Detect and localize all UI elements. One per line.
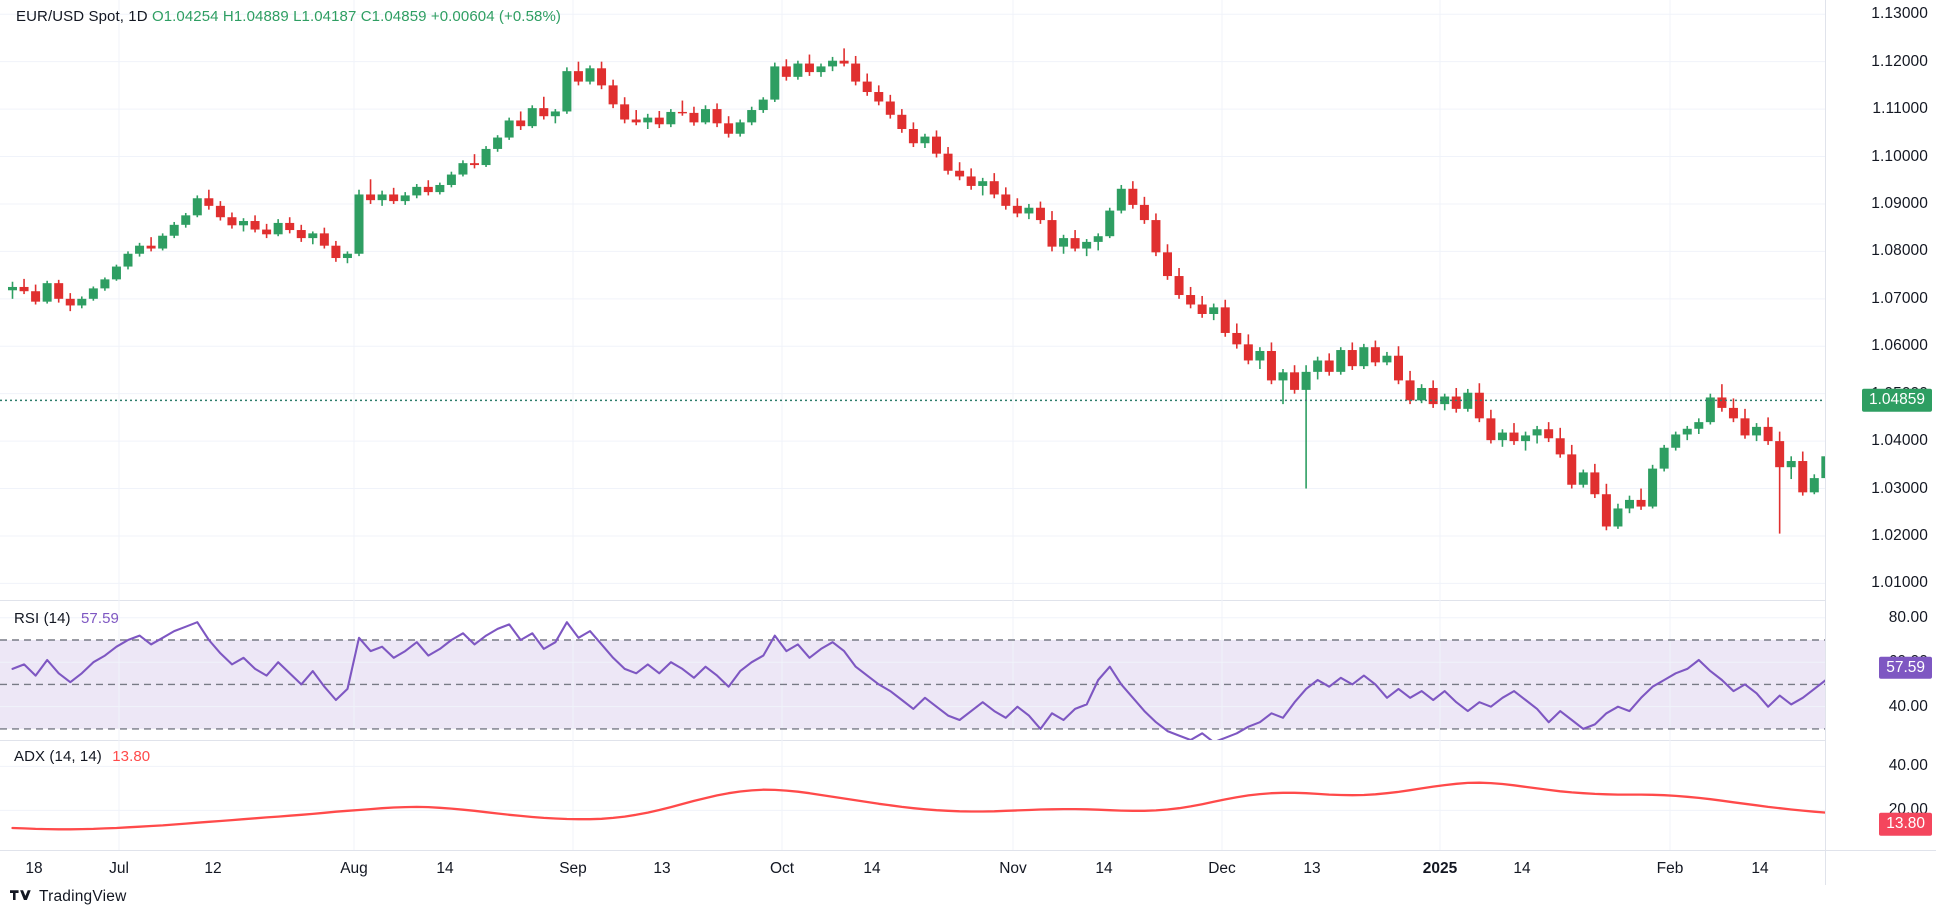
adx-plot-area[interactable]	[0, 740, 1826, 850]
price-axis-tick: 1.10000	[1871, 147, 1928, 165]
time-axis[interactable]: 18 Jul 12 Aug 14 Sep 13 Oct 14 Nov 14 Dec 13 2025 14 Fe…	[0, 850, 1936, 886]
price-pane[interactable]: 1.13000 1.12000 1.11000 1.10000 1.09000 1.080…	[0, 0, 1936, 600]
price-axis-tick: 1.07000	[1871, 289, 1928, 307]
tradingview-mark-icon	[10, 890, 31, 901]
time-axis-tick: 14	[1095, 860, 1113, 877]
time-axis-tick: 2025	[1422, 860, 1458, 877]
adx-axis-tick: 40.00	[1888, 757, 1928, 775]
price-axis-tick: 1.12000	[1871, 52, 1928, 70]
price-axis-tick: 1.06000	[1871, 337, 1928, 355]
rsi-plot-area[interactable]	[0, 600, 1826, 740]
time-axis-tick: 14	[1513, 860, 1531, 877]
price-axis-tick: 1.11000	[1872, 100, 1928, 118]
price-plot-area[interactable]	[0, 0, 1826, 600]
tradingview-logo[interactable]: TradingView	[10, 888, 127, 906]
price-axis-tick: 1.03000	[1871, 479, 1928, 497]
time-axis-tick: Jul	[109, 860, 129, 877]
time-axis-corner	[1825, 851, 1936, 886]
rsi-axis-tick: 40.00	[1888, 697, 1928, 715]
rsi-axis-tick: 80.00	[1888, 608, 1928, 626]
price-axis[interactable]: 1.13000 1.12000 1.11000 1.10000 1.09000 1.080…	[1825, 0, 1936, 600]
tradingview-wordmark: TradingView	[39, 888, 127, 905]
time-axis-tick: Sep	[559, 860, 587, 877]
adx-axis[interactable]: 40.00 20.00 13.80	[1825, 740, 1936, 850]
price-axis-tick: 1.08000	[1871, 242, 1928, 260]
time-axis-tick: Aug	[340, 860, 368, 877]
time-axis-tick: 14	[436, 860, 454, 877]
adx-pane[interactable]: 40.00 20.00 13.80 ADX (14, 14) 13.80	[0, 740, 1936, 850]
price-axis-tick: 1.02000	[1871, 526, 1928, 544]
rsi-series	[0, 600, 1826, 740]
candlestick-series	[0, 0, 1826, 600]
time-axis-tick: 12	[204, 860, 222, 877]
pane-divider-rsi	[0, 600, 1936, 601]
time-axis-tick: Oct	[769, 860, 795, 877]
time-axis-tick: Feb	[1656, 860, 1684, 877]
price-axis-tick: 1.09000	[1871, 194, 1928, 212]
adx-series	[0, 740, 1826, 850]
current-price-badge[interactable]: 1.04859	[1861, 389, 1932, 412]
time-axis-tick: 13	[653, 860, 671, 877]
price-axis-tick: 1.01000	[1871, 574, 1928, 592]
rsi-value-badge[interactable]: 57.59	[1879, 656, 1932, 679]
time-axis-tick: 13	[1303, 860, 1321, 877]
footer: TradingView	[0, 885, 1936, 910]
price-axis-tick: 1.13000	[1871, 5, 1928, 23]
time-axis-tick: 18	[25, 860, 43, 877]
price-axis-tick: 1.04000	[1871, 432, 1928, 450]
pane-divider-adx	[0, 740, 1936, 741]
time-axis-tick: 14	[1751, 860, 1769, 877]
time-axis-tick: 14	[863, 860, 881, 877]
time-axis-tick: Nov	[999, 860, 1027, 877]
time-axis-tick: Dec	[1208, 860, 1236, 877]
adx-value-badge[interactable]: 13.80	[1879, 812, 1932, 836]
